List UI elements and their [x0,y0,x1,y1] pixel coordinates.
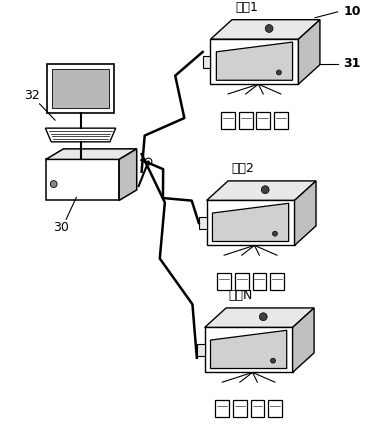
Polygon shape [119,149,137,200]
Bar [256,112,270,129]
Bar [235,273,249,291]
Polygon shape [204,327,293,372]
Text: 节点2: 节点2 [231,162,254,175]
Polygon shape [45,128,116,142]
Polygon shape [197,344,204,356]
Bar [221,112,235,129]
Bar [268,400,282,417]
Polygon shape [46,159,119,200]
Circle shape [50,181,57,187]
Polygon shape [207,200,294,246]
Text: 10: 10 [343,5,361,18]
Circle shape [265,25,273,32]
Polygon shape [52,68,109,108]
Circle shape [261,186,269,194]
Polygon shape [211,330,287,368]
Circle shape [145,158,152,165]
Bar [239,112,253,129]
Polygon shape [212,203,289,242]
Bar [215,400,229,417]
Text: 节点1: 节点1 [235,1,258,14]
Polygon shape [299,19,320,84]
Polygon shape [216,42,293,80]
Text: 31: 31 [343,58,361,71]
Text: 节点N: 节点N [229,289,253,302]
Circle shape [273,231,277,236]
Circle shape [259,313,267,320]
Bar [217,273,231,291]
Polygon shape [294,181,316,246]
Polygon shape [293,308,314,372]
Bar [251,400,264,417]
Polygon shape [203,56,211,68]
Bar [274,112,288,129]
Text: 30: 30 [53,221,69,234]
Bar [233,400,247,417]
Polygon shape [207,181,316,200]
Bar [270,273,284,291]
Polygon shape [47,64,114,113]
Bar [253,273,266,291]
Polygon shape [199,217,207,229]
Polygon shape [46,149,137,159]
Circle shape [276,70,281,75]
Text: 32: 32 [24,89,40,102]
Polygon shape [211,39,299,84]
Circle shape [271,358,276,363]
Polygon shape [211,19,320,39]
Polygon shape [204,308,314,327]
